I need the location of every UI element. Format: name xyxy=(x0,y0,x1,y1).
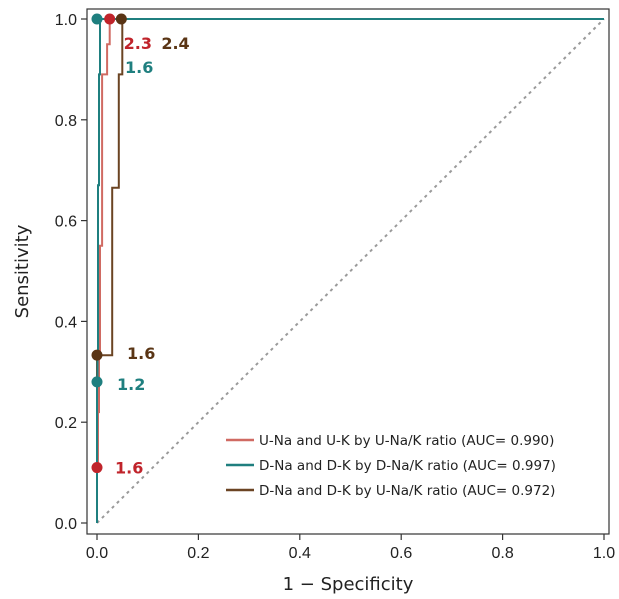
legend-label: D-Na and D-K by U-Na/K ratio (AUC= 0.972… xyxy=(259,483,555,499)
x-tick-label: 0.4 xyxy=(289,545,311,562)
legend-label: U-Na and U-K by U-Na/K ratio (AUC= 0.990… xyxy=(259,433,554,449)
y-tick-label: 1.0 xyxy=(55,12,77,29)
x-tick-label: 0.8 xyxy=(491,545,513,562)
diagonal-reference-line xyxy=(96,18,605,524)
y-tick-label: 0.0 xyxy=(55,516,77,533)
cutoff-marker xyxy=(115,13,127,25)
x-tick-label: 1.0 xyxy=(593,545,615,562)
legend-label: D-Na and D-K by D-Na/K ratio (AUC= 0.997… xyxy=(259,458,556,474)
plot-background xyxy=(87,9,609,534)
y-axis: 0.0 0.2 0.4 0.6 0.8 1.0 xyxy=(55,12,87,533)
cutoff-label: 2.3 xyxy=(124,34,152,53)
cutoff-label: 1.6 xyxy=(115,459,143,478)
legend: U-Na and U-K by U-Na/K ratio (AUC= 0.990… xyxy=(226,433,556,499)
cutoff-marker xyxy=(91,13,103,25)
y-axis-label: Sensitivity xyxy=(12,224,33,318)
x-tick-label: 0.0 xyxy=(86,545,108,562)
cutoff-marker xyxy=(104,13,116,25)
cutoff-label: 1.6 xyxy=(127,344,155,363)
cutoff-markers xyxy=(91,13,127,474)
y-tick-label: 0.4 xyxy=(55,314,77,331)
plot-frame xyxy=(86,8,610,535)
x-tick-label: 0.6 xyxy=(390,545,412,562)
cutoff-label: 2.4 xyxy=(161,34,189,53)
y-tick-label: 0.8 xyxy=(55,113,77,130)
cutoff-marker xyxy=(91,376,103,388)
cutoff-annotations: 2.3 2.4 1.6 1.6 1.2 1.6 xyxy=(115,34,190,478)
cutoff-label: 1.2 xyxy=(117,375,145,394)
cutoff-marker xyxy=(91,349,103,361)
y-tick-label: 0.6 xyxy=(55,214,77,231)
y-tick-label: 0.2 xyxy=(55,415,77,432)
plot-border xyxy=(86,8,610,535)
x-axis-label: 1 − Specificity xyxy=(283,574,414,595)
x-tick-label: 0.2 xyxy=(187,545,209,562)
x-axis: 0.0 0.2 0.4 0.6 0.8 1.0 xyxy=(86,534,615,562)
plot-area xyxy=(87,9,609,534)
cutoff-label: 1.6 xyxy=(125,58,153,77)
cutoff-marker xyxy=(91,462,103,474)
reference-diagonal xyxy=(96,18,605,524)
